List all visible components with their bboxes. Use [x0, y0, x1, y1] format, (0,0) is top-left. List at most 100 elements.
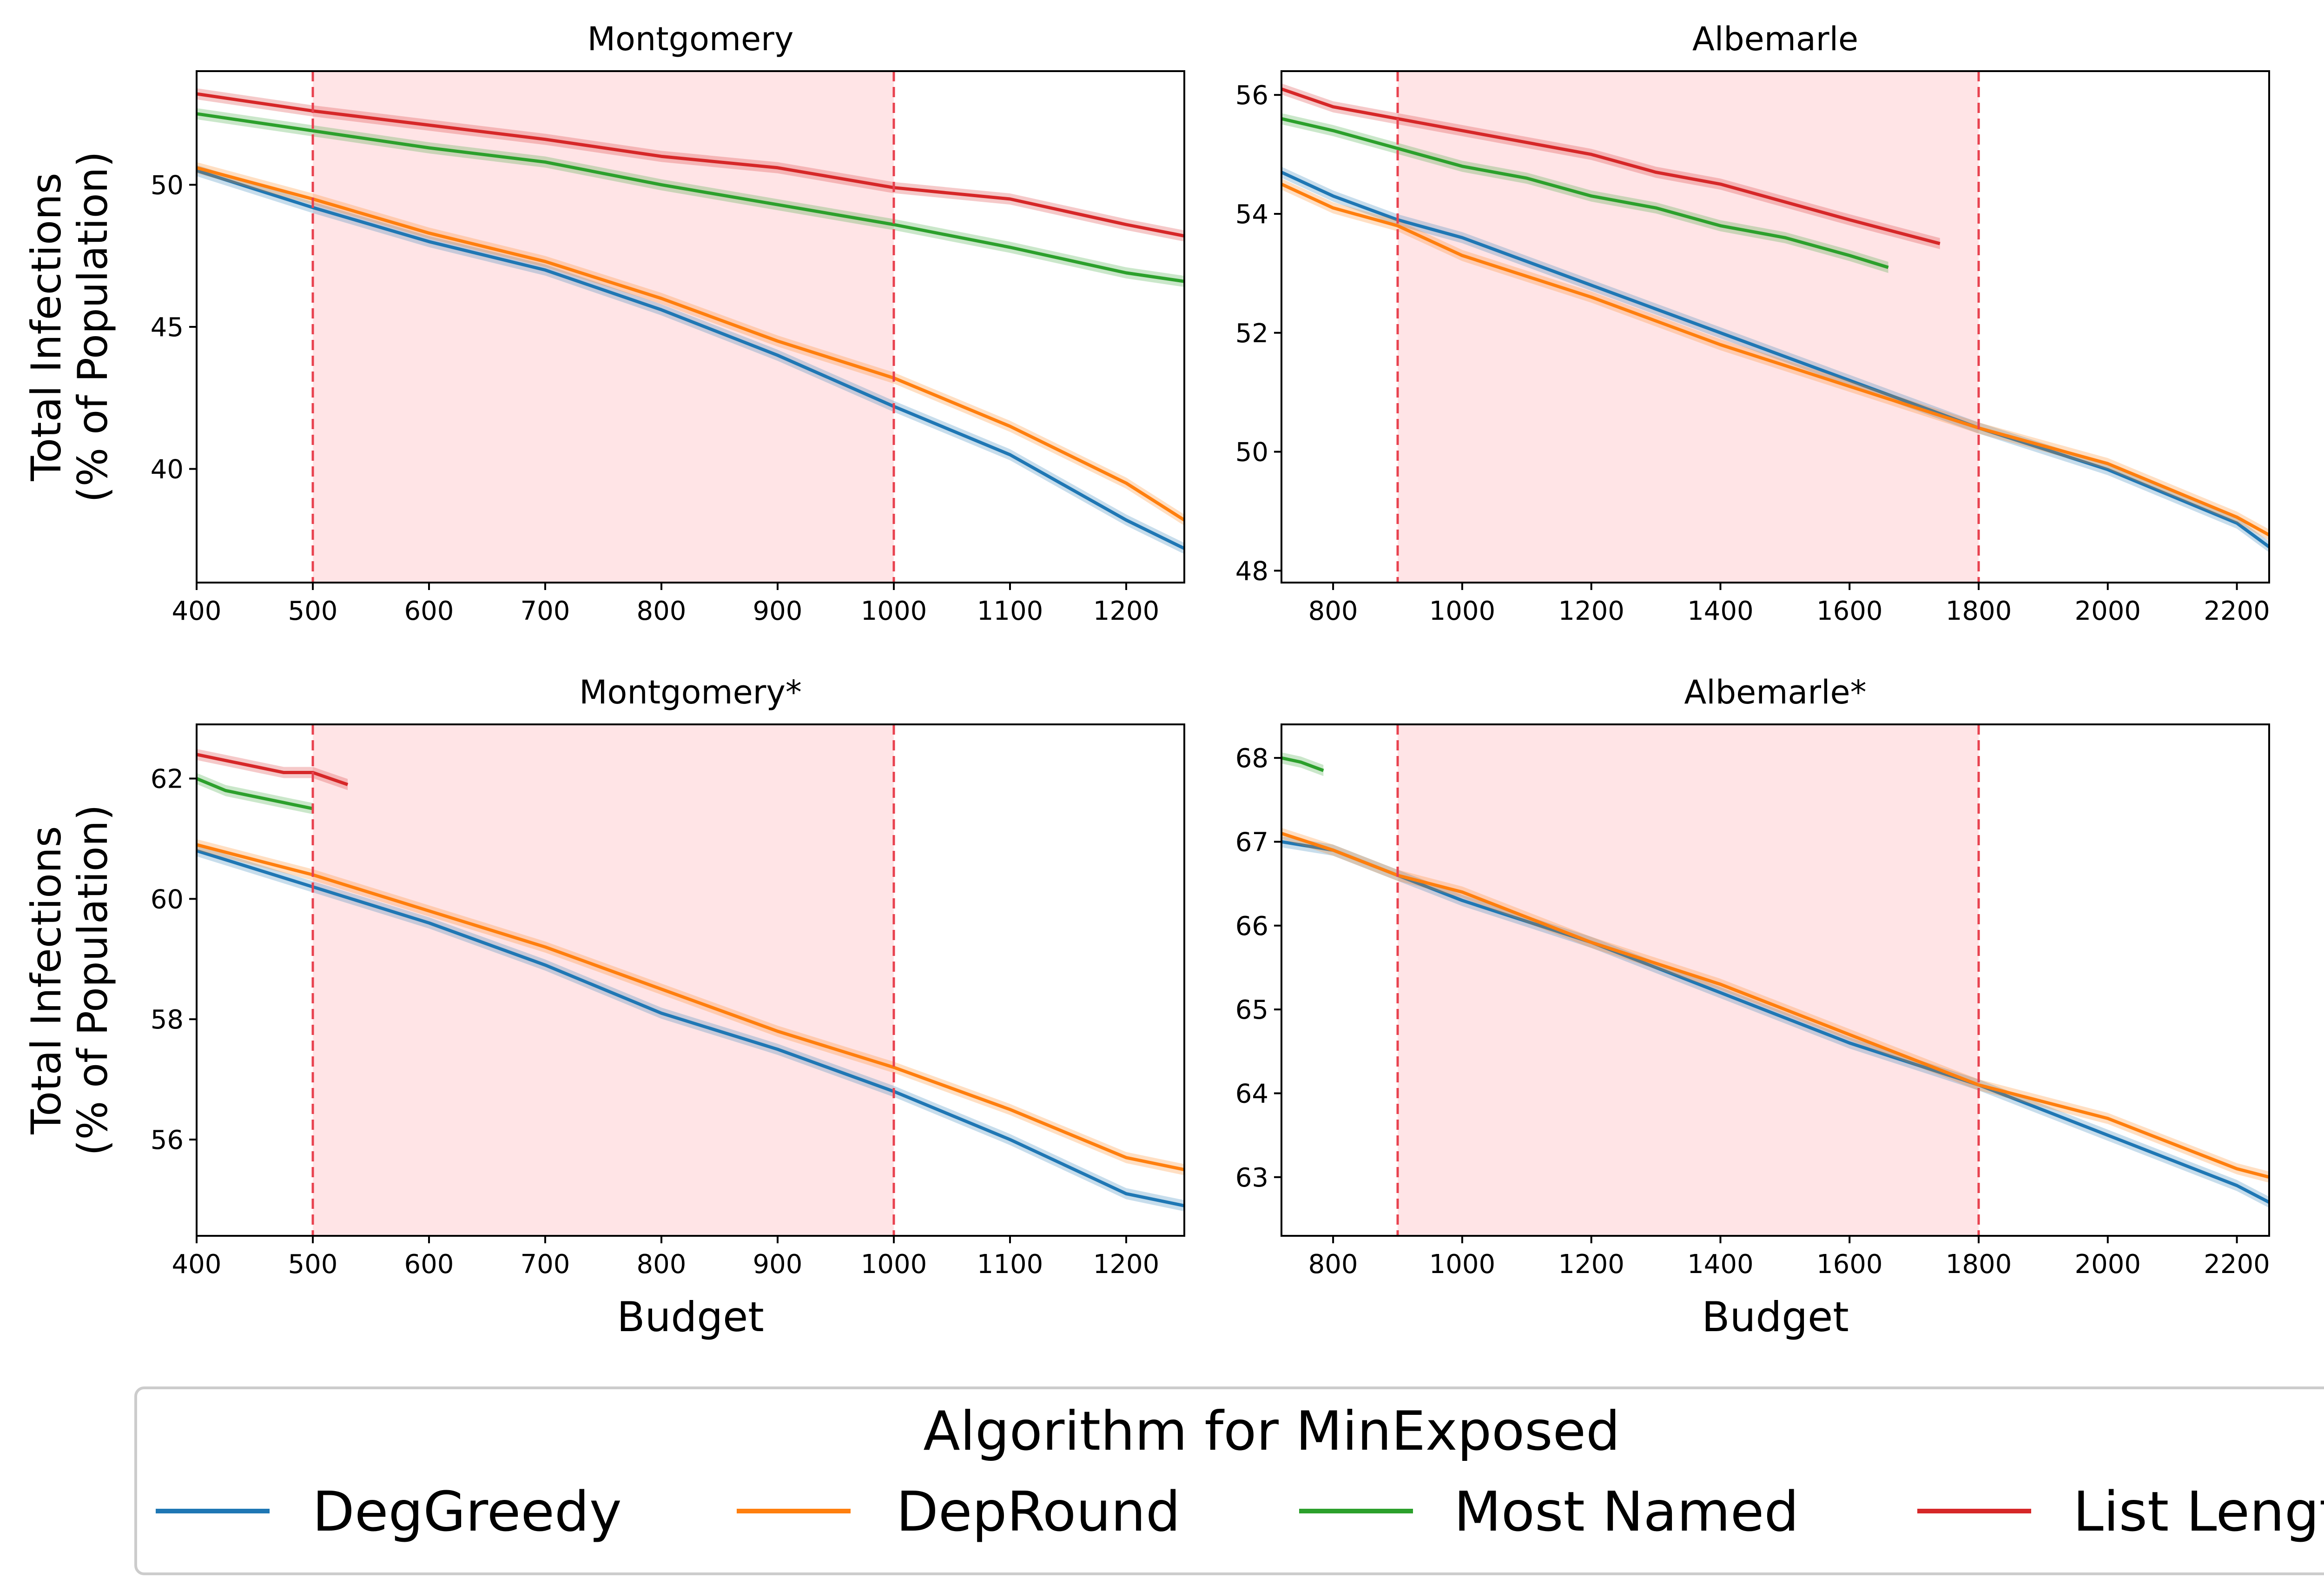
- x-tick-label: 1100: [977, 1249, 1043, 1280]
- y-tick-label: 65: [1235, 995, 1268, 1025]
- y-tick-label: 50: [1235, 438, 1268, 468]
- x-tick-label: 1800: [1946, 1249, 2012, 1280]
- legend-title: Algorithm for MinExposed: [923, 1400, 1620, 1463]
- y-tick-label: 40: [151, 455, 184, 485]
- y-tick-label: 54: [1235, 199, 1268, 230]
- point-depround-5: [1720, 984, 1721, 985]
- y-tick-label: 45: [151, 312, 184, 343]
- x-axis-label: Budget: [617, 1293, 764, 1341]
- subplot-title: Albemarle*: [1684, 673, 1866, 711]
- y-tick-label: 62: [151, 764, 184, 794]
- plot-frame: [196, 723, 1185, 1237]
- subplot-title: Montgomery: [588, 20, 794, 58]
- y-tick-label: 63: [1235, 1163, 1268, 1193]
- legend-frame: [134, 1386, 2324, 1575]
- point-deggreedy-4: [661, 1013, 662, 1014]
- y-tick-label: 48: [1235, 556, 1268, 586]
- shaded-region: [313, 71, 894, 583]
- point-list-length-4: [1526, 142, 1527, 143]
- shaded-region: [1398, 71, 1979, 583]
- plot-frame: [1281, 723, 2270, 1237]
- x-tick-label: 1000: [861, 596, 927, 626]
- point-most-named-9: [1849, 255, 1850, 256]
- x-axis-label: Budget: [1702, 1293, 1849, 1341]
- band-most-named: [197, 108, 1184, 287]
- x-tick-label: 1200: [1558, 596, 1624, 626]
- series-line-list-length: [196, 92, 1185, 238]
- point-list-length-7: [1720, 184, 1721, 185]
- y-tick-label: 66: [1235, 911, 1268, 942]
- series-line-list-length: [196, 753, 349, 786]
- panel-4: 800 1000 1200 1400 1600 1800 2000 2200 63 64 65 66 6…: [1235, 673, 2270, 1341]
- band-most-named: [197, 773, 313, 815]
- point-depround-3: [545, 261, 546, 262]
- point-list-length-9: [1849, 219, 1850, 220]
- x-tick-label: 2200: [2204, 1249, 2270, 1280]
- subplot-title: Montgomery*: [579, 673, 802, 711]
- point-deggreedy-8: [2107, 469, 2108, 470]
- point-most-named-7: [1720, 225, 1721, 226]
- x-tick-label: 2200: [2204, 596, 2270, 626]
- x-tick-label: 500: [288, 1249, 338, 1280]
- y-axis-label: Total Infections(% of Population): [22, 151, 117, 502]
- point-depround-8: [2107, 1118, 2108, 1119]
- y-tick-label: 67: [1235, 827, 1268, 857]
- point-depround-8: [1126, 1157, 1127, 1158]
- panel-3: 400 500 600 700 800 900 1000 1100 1200 56 58 60 62 Mo…: [22, 673, 1185, 1341]
- point-depround-8: [1126, 483, 1127, 484]
- legend: Algorithm for MinExposed DegGreedy DepRo…: [134, 1386, 2324, 1575]
- x-tick-label: 2000: [2075, 1249, 2141, 1280]
- shaded-region: [313, 724, 894, 1236]
- x-tick-label: 600: [404, 1249, 454, 1280]
- x-tick-label: 1400: [1687, 596, 1754, 626]
- x-tick-label: 1000: [1429, 1249, 1496, 1280]
- x-tick-label: 1200: [1093, 1249, 1160, 1280]
- point-list-length-1: [225, 760, 226, 761]
- series-line-depround: [196, 843, 1185, 1172]
- x-tick-label: 2000: [2075, 596, 2141, 626]
- x-tick-label: 900: [753, 596, 803, 626]
- series-line-deggreedy: [196, 849, 1185, 1207]
- point-deggreedy-6: [1849, 380, 1850, 381]
- panel-1: 400 500 600 700 800 900 1000 1100 1200 40 45 50 Mont…: [22, 20, 1185, 626]
- x-tick-label: 900: [753, 1249, 803, 1280]
- x-tick-label: 800: [637, 596, 687, 626]
- y-tick-label: 52: [1235, 318, 1268, 349]
- series-line-deggreedy: [196, 169, 1185, 550]
- series-line-most-named: [196, 112, 1185, 283]
- legend-label-deggreedy: DegGreedy: [312, 1479, 622, 1544]
- legend-label-depround: DepRound: [896, 1479, 1181, 1544]
- point-list-length-4: [661, 156, 662, 157]
- x-tick-label: 1200: [1558, 1249, 1624, 1280]
- y-tick-label: 60: [151, 884, 184, 915]
- y-tick-label: 58: [151, 1005, 184, 1035]
- x-tick-label: 1200: [1093, 596, 1160, 626]
- point-most-named-1: [1333, 130, 1334, 131]
- x-tick-label: 800: [1308, 596, 1358, 626]
- y-tick-label: 64: [1235, 1079, 1268, 1109]
- subplot-title: Albemarle: [1692, 20, 1858, 58]
- x-tick-label: 400: [172, 1249, 222, 1280]
- x-tick-label: 700: [521, 596, 570, 626]
- legend-label-list-length: List Length: [2073, 1479, 2324, 1544]
- band-depround: [1281, 179, 2269, 541]
- x-tick-label: 1400: [1687, 1249, 1754, 1280]
- series-line-depround: [196, 166, 1185, 522]
- y-tick-label: 50: [151, 170, 184, 200]
- point-list-length-1: [1333, 106, 1334, 107]
- plot-frame: [1281, 70, 2270, 584]
- panel-2: 800 1000 1200 1400 1600 1800 2000 2200 48 50 52 54 5…: [1235, 20, 2271, 626]
- point-most-named-4: [1526, 178, 1527, 179]
- x-tick-label: 700: [521, 1249, 570, 1280]
- y-tick-label: 68: [1235, 743, 1268, 774]
- point-most-named-2: [1323, 770, 1324, 771]
- x-tick-label: 400: [172, 596, 222, 626]
- band-deggreedy: [1281, 836, 2269, 1208]
- x-tick-label: 1600: [1816, 1249, 1883, 1280]
- point-most-named-8: [1126, 272, 1127, 273]
- band-deggreedy: [197, 165, 1184, 554]
- point-deggreedy-5: [1720, 332, 1721, 333]
- x-tick-label: 1000: [1429, 596, 1496, 626]
- x-tick-label: 500: [288, 596, 338, 626]
